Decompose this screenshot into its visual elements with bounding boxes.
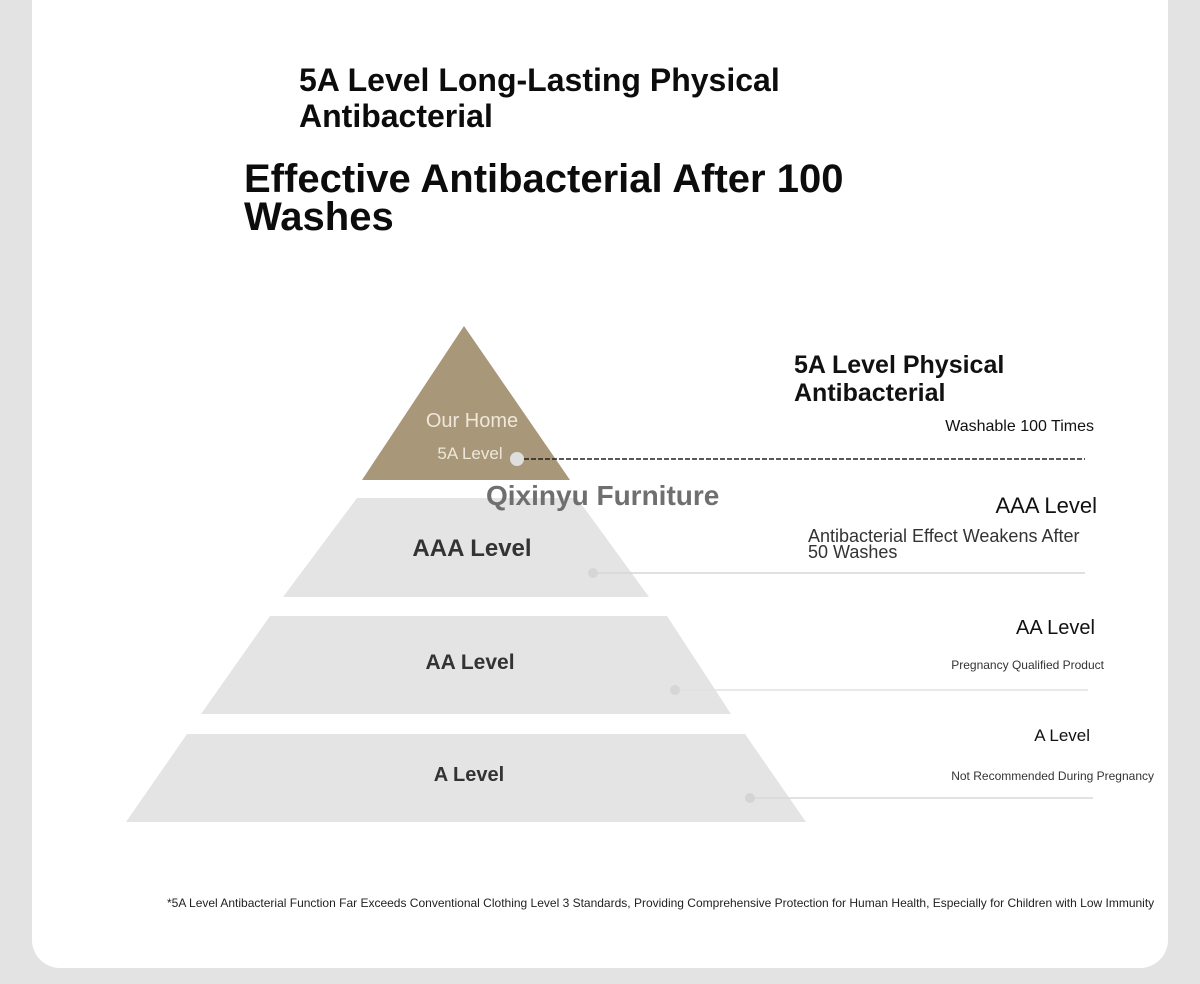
pyramid-tier-a [126, 734, 806, 822]
pyramid-tier-aa [201, 616, 731, 714]
tier-aaa-label: AAA Level [412, 535, 532, 562]
connector-dot-a [745, 793, 755, 803]
brand-name: Qixinyu Furniture [486, 480, 720, 511]
heading-line-1: 5A Level Long-Lasting Physical Antibacte… [299, 62, 780, 134]
pyramid-tier-aaa [283, 498, 649, 597]
tier-aa-label: AA Level [425, 651, 515, 674]
tier-a-label: A Level [433, 764, 505, 786]
connector-dot-aa [670, 685, 680, 695]
legend-aa-desc: Pregnancy Qualified Product [951, 658, 1104, 672]
legend-aaa-title: AAA Level [995, 493, 1097, 518]
connector-dot-aaa [588, 568, 598, 578]
legend-5a-title: 5A Level Physical Antibacterial [794, 351, 1005, 407]
legend-a-desc: Not Recommended During Pregnancy [951, 769, 1154, 783]
top-tier-label-line2: 5A Level [437, 444, 503, 463]
legend-aa-title: AA Level [1016, 617, 1095, 639]
top-tier-label-line1: Our Home [425, 410, 519, 432]
legend-a-title: A Level [1034, 726, 1090, 745]
heading-line-2: Effective Antibacterial After 100 Washes [244, 157, 844, 239]
legend-5a-desc: Washable 100 Times [945, 418, 1094, 435]
connector-dot-5a [510, 452, 524, 466]
pyramid-top-tier [362, 326, 570, 480]
footnote: *5A Level Antibacterial Function Far Exc… [167, 896, 1155, 910]
legend-aaa-desc: Antibacterial Effect Weakens After 50 Wa… [808, 526, 1080, 562]
